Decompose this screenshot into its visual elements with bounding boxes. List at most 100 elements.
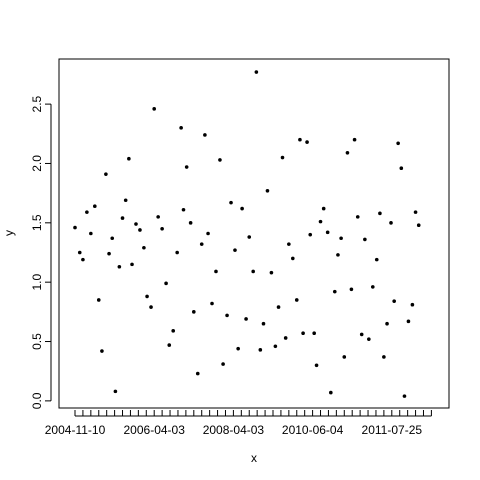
data-point	[305, 140, 309, 144]
data-point	[233, 248, 237, 252]
data-point	[164, 281, 168, 286]
data-point	[349, 287, 354, 292]
data-point	[152, 107, 156, 111]
data-point	[171, 329, 176, 333]
data-point	[142, 245, 146, 250]
data-point	[294, 298, 299, 302]
data-point	[89, 231, 93, 236]
data-point	[206, 231, 210, 236]
data-point	[273, 344, 278, 349]
data-point	[240, 206, 244, 211]
data-point	[385, 321, 389, 326]
x-tick-label: 2006-04-03	[124, 423, 186, 437]
data-point	[221, 362, 225, 366]
data-point	[145, 294, 149, 299]
data-point	[374, 257, 379, 262]
data-point	[406, 319, 411, 324]
data-point	[81, 257, 85, 262]
data-point	[251, 269, 255, 274]
data-point	[402, 394, 407, 398]
data-point	[113, 389, 118, 394]
y-tick-label: 1.5	[30, 214, 44, 231]
data-point	[110, 236, 115, 241]
data-point	[416, 223, 421, 227]
data-point	[342, 355, 347, 359]
data-point	[308, 232, 313, 237]
data-point	[179, 126, 183, 130]
plot-frame	[58, 58, 450, 409]
data-point	[318, 219, 323, 224]
x-axis-title: x	[251, 451, 257, 465]
data-point	[130, 262, 134, 267]
y-tick-label: 2.0	[30, 155, 44, 172]
data-point	[138, 228, 142, 232]
data-point	[181, 207, 186, 212]
data-point	[329, 390, 333, 395]
data-point	[175, 250, 179, 255]
data-point	[96, 298, 101, 302]
data-point	[345, 150, 350, 155]
data-point	[312, 331, 316, 336]
data-point	[336, 253, 340, 257]
data-point	[236, 346, 240, 351]
data-point	[339, 236, 343, 241]
data-point	[283, 336, 288, 340]
data-point	[370, 285, 375, 289]
data-points	[73, 70, 421, 398]
y-tick-label: 1.0	[30, 274, 44, 291]
y-tick-label: 0.5	[30, 333, 44, 350]
data-point	[321, 206, 326, 211]
data-point	[280, 155, 285, 160]
data-point	[104, 172, 108, 176]
data-point	[298, 137, 302, 142]
data-point	[244, 317, 248, 321]
x-tick-label: 2011-07-25	[362, 423, 423, 437]
data-point	[123, 198, 128, 203]
x-tick-label: 2004-11-10	[45, 423, 106, 437]
data-point	[378, 211, 382, 216]
data-point	[332, 289, 337, 294]
data-point	[287, 242, 291, 246]
data-point	[314, 363, 319, 368]
y-axis-title: y	[2, 230, 16, 236]
data-point	[254, 70, 259, 74]
data-point	[410, 302, 415, 307]
data-point	[363, 237, 367, 242]
data-point	[225, 313, 229, 318]
y-axis: 0.0 0.5 1.0 1.5 2.0 2.5	[30, 95, 52, 409]
data-point	[160, 226, 164, 231]
data-point	[73, 225, 77, 230]
data-point	[265, 188, 270, 193]
data-point	[210, 301, 214, 306]
data-point	[389, 221, 393, 225]
data-point	[355, 215, 360, 219]
data-point	[199, 242, 204, 246]
data-point	[229, 200, 233, 205]
data-point	[396, 141, 400, 146]
data-point	[85, 210, 89, 214]
data-point	[192, 310, 196, 314]
data-point	[218, 158, 222, 162]
data-point	[247, 235, 252, 239]
x-tick-label: 2010-06-04	[282, 423, 344, 437]
data-point	[203, 133, 207, 137]
data-point	[392, 299, 396, 303]
data-point	[77, 250, 82, 255]
data-point	[188, 221, 193, 225]
data-point	[149, 305, 153, 309]
data-point	[291, 256, 295, 261]
data-point	[120, 216, 125, 220]
data-point	[100, 349, 104, 353]
data-point	[214, 269, 218, 274]
data-point	[276, 305, 281, 309]
y-tick-label: 0.0	[30, 392, 44, 409]
x-axis: 2004-11-10 2006-04-03 2008-04-03 2010-06-04…	[45, 410, 432, 437]
data-point	[367, 337, 371, 341]
data-point	[184, 165, 189, 169]
data-point	[359, 332, 364, 337]
x-tick-label: 2008-04-03	[203, 423, 265, 437]
data-point	[167, 343, 172, 347]
data-point	[399, 166, 404, 171]
data-point	[134, 222, 138, 226]
